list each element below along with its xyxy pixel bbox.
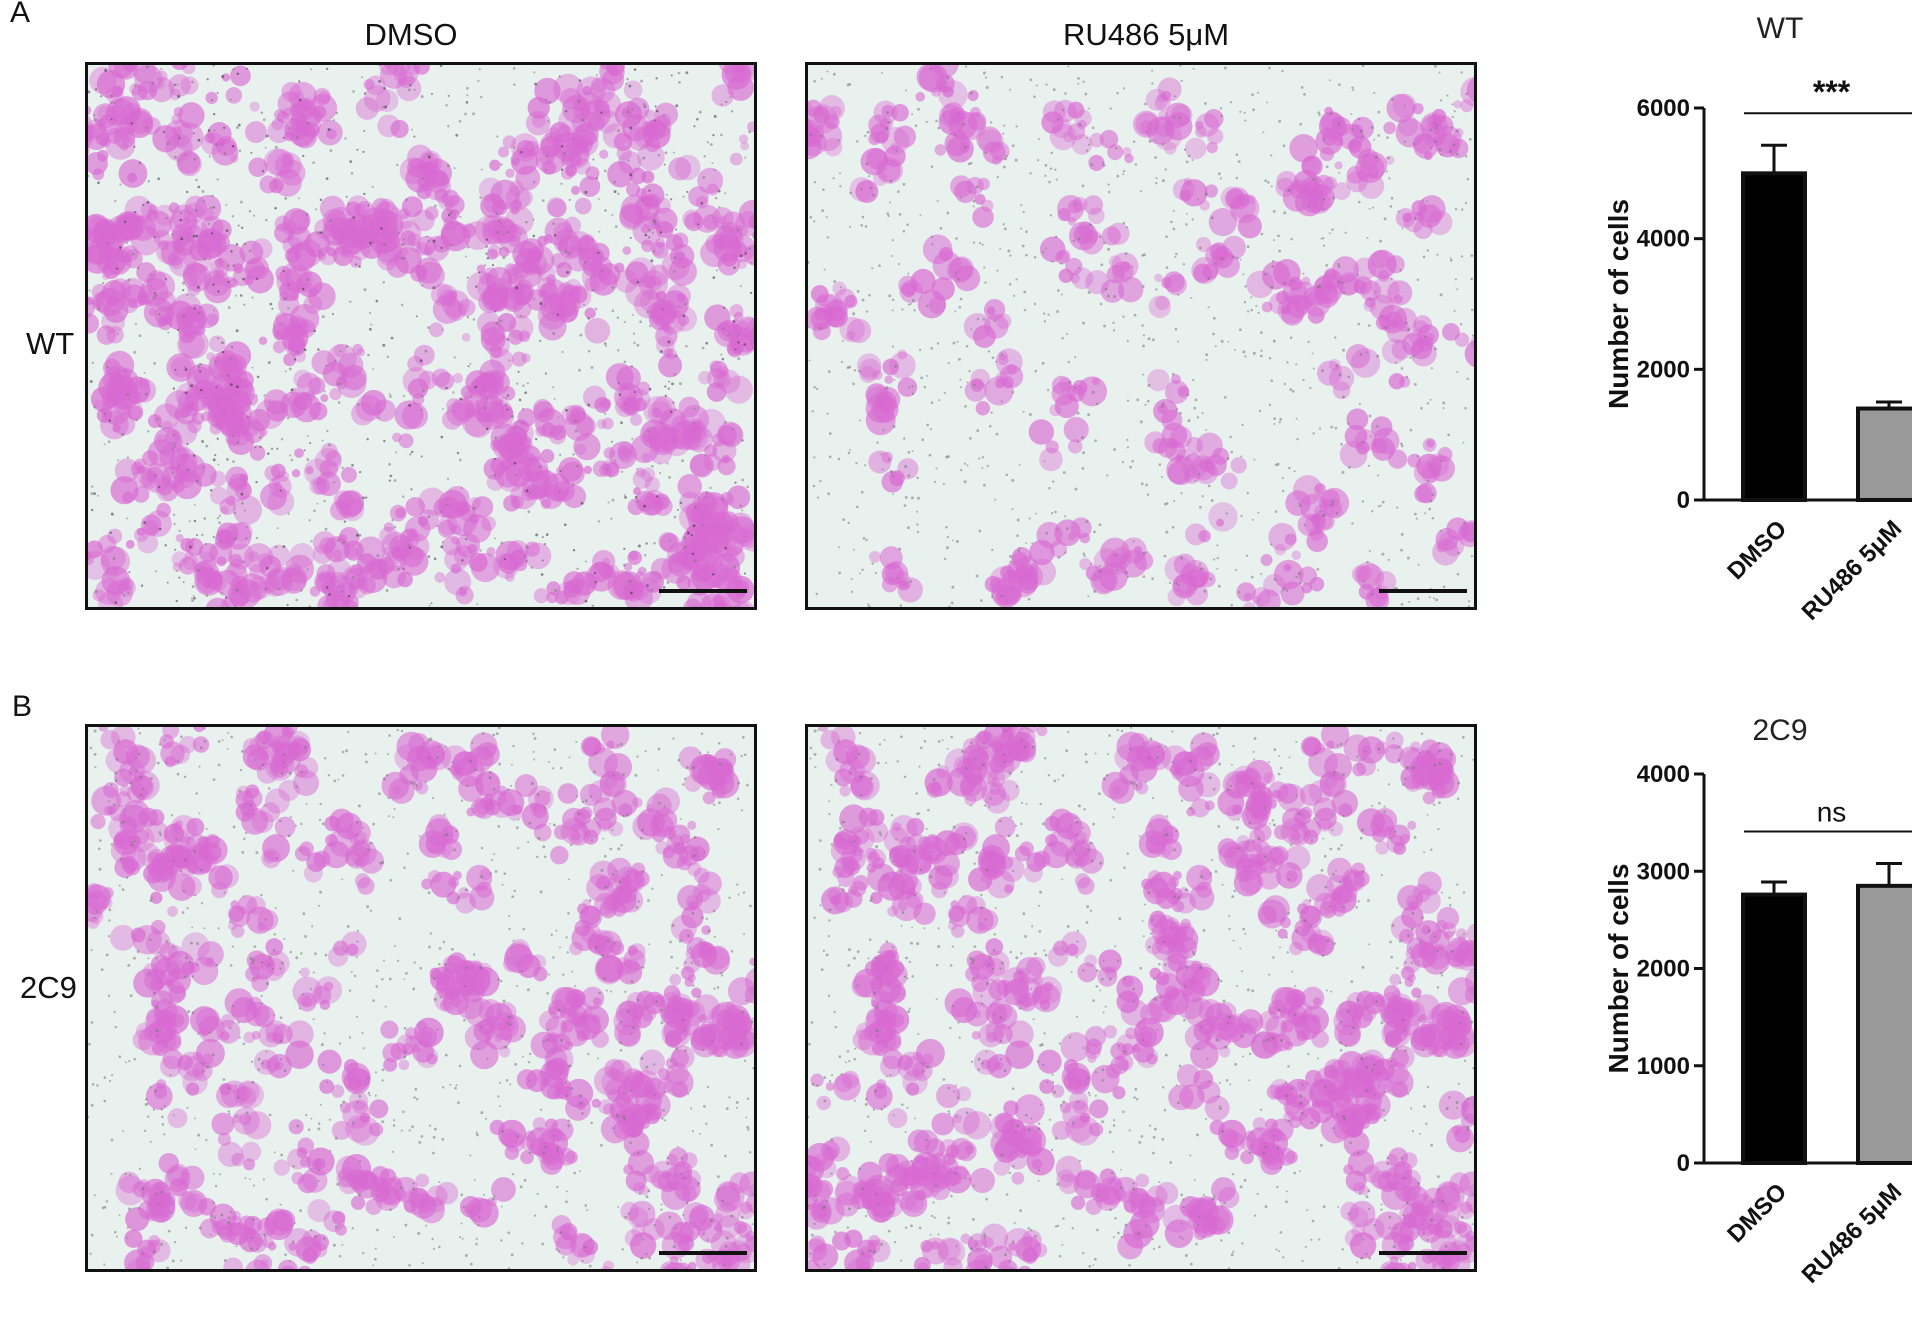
x-tick-label: RU486 5μM bbox=[1797, 515, 1908, 626]
pore-dot-layer bbox=[88, 727, 754, 1269]
y-tick-label: 2000 bbox=[1637, 356, 1690, 383]
y-tick-label: 4000 bbox=[1637, 226, 1690, 253]
bar-ru486 bbox=[1856, 883, 1912, 1165]
column-header-ru486: RU486 5μM bbox=[1062, 17, 1230, 52]
x-tick-label: DMSO bbox=[1722, 515, 1792, 585]
micrograph-wt-dmso-image bbox=[88, 65, 754, 607]
micrograph-wt-dmso bbox=[85, 62, 757, 610]
cell-stain-layer bbox=[88, 65, 754, 607]
x-tick-label: RU486 5μM bbox=[1797, 1178, 1908, 1289]
scale-bar bbox=[1379, 1251, 1467, 1255]
column-header-dmso: DMSO bbox=[364, 17, 458, 52]
micrograph-2c9-ru486-image bbox=[808, 727, 1474, 1269]
y-tick-label: 1000 bbox=[1637, 1053, 1690, 1080]
scale-bar bbox=[1379, 589, 1467, 593]
y-axis-label: Number of cells bbox=[1603, 863, 1634, 1073]
y-tick-label: 0 bbox=[1677, 1150, 1690, 1177]
panel-letter-b: B bbox=[12, 690, 33, 723]
pore-dot-layer bbox=[808, 65, 1474, 607]
bar-dmso bbox=[1741, 892, 1807, 1165]
micrograph-wt-ru486-image bbox=[808, 65, 1474, 607]
scale-bar bbox=[659, 1251, 747, 1255]
pore-dot-layer bbox=[808, 727, 1474, 1269]
bar-chart-2c9: 2C9 Number of cells 0 1000 2000 3000 4000 DMSO R… bbox=[1603, 714, 1912, 1289]
chart-title: 2C9 bbox=[1752, 714, 1807, 747]
micrograph-wt-ru486 bbox=[805, 62, 1477, 610]
pore-dot-layer bbox=[88, 65, 753, 607]
scale-bar bbox=[659, 589, 747, 593]
y-tick-label: 4000 bbox=[1637, 761, 1690, 788]
chart-title: WT bbox=[1757, 12, 1804, 45]
row-label-2c9: 2C9 bbox=[20, 970, 77, 1005]
bar-dmso bbox=[1741, 171, 1807, 502]
cell-stain-layer bbox=[88, 727, 754, 1269]
x-tick-label: DMSO bbox=[1722, 1178, 1792, 1248]
row-label-wt: WT bbox=[26, 326, 75, 361]
y-tick-label: 0 bbox=[1677, 487, 1690, 514]
micrograph-2c9-ru486 bbox=[805, 724, 1477, 1272]
cell-stain-layer bbox=[808, 727, 1474, 1269]
y-tick-label: 6000 bbox=[1637, 95, 1690, 122]
bar-chart-wt: WT Number of cells 0 2000 4000 6000 DMSO RU486 … bbox=[1603, 12, 1912, 626]
panel-letter-a: A bbox=[10, 0, 31, 29]
y-tick-label: 2000 bbox=[1637, 956, 1690, 983]
y-tick-label: 3000 bbox=[1637, 858, 1690, 885]
micrograph-2c9-dmso bbox=[85, 724, 757, 1272]
micrograph-2c9-dmso-image bbox=[88, 727, 754, 1269]
significance-label: *** bbox=[1813, 74, 1851, 110]
y-axis-label: Number of cells bbox=[1603, 199, 1634, 409]
significance-label: ns bbox=[1817, 796, 1847, 827]
bar-ru486 bbox=[1856, 406, 1912, 502]
